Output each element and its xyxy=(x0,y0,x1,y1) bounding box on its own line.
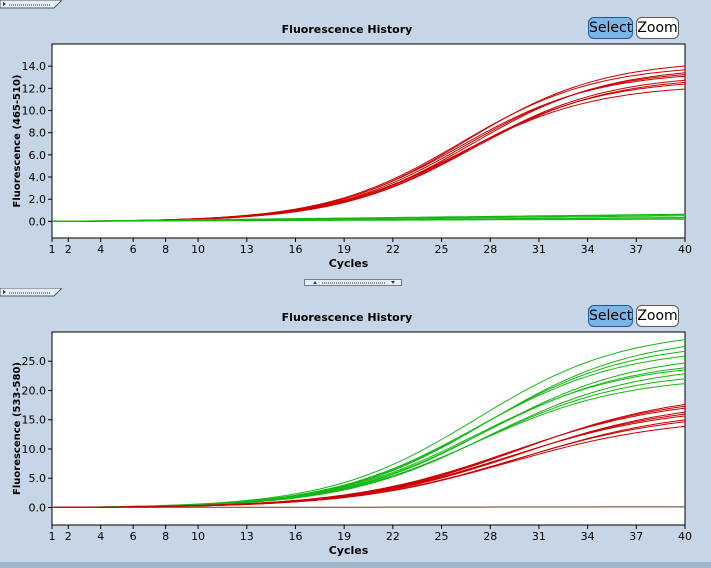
y-tick-label: 20.0 xyxy=(22,384,47,397)
y-tick-label: 8.0 xyxy=(29,127,47,140)
y-tick-label: 0.0 xyxy=(29,501,47,514)
x-tick-label: 13 xyxy=(240,530,254,543)
x-tick-label: 19 xyxy=(337,243,351,256)
x-tick-label: 31 xyxy=(532,243,546,256)
status-bar xyxy=(0,562,711,568)
series-line xyxy=(52,213,685,222)
x-tick-label: 40 xyxy=(678,243,692,256)
x-tick-label: 37 xyxy=(629,243,643,256)
x-tick-label: 6 xyxy=(130,530,137,543)
x-axis-label: Cycles xyxy=(329,257,369,270)
series-group xyxy=(52,339,685,508)
plot-area xyxy=(51,43,686,239)
pane-collapse-tab[interactable] xyxy=(0,0,62,9)
x-tick-label: 10 xyxy=(191,530,205,543)
x-tick-label: 2 xyxy=(65,530,72,543)
series-line xyxy=(52,506,685,508)
chart-pane-bottom: Fluorescence History Select Zoom 1 2 4 6 8 10… xyxy=(0,288,709,562)
y-tick-label: 10.0 xyxy=(22,105,47,118)
x-tick-label: 22 xyxy=(386,243,400,256)
fluorescence-chart-465-510[interactable]: 1 2 4 6 8 10 13 16 19 22 25 28 31 34 37 40 0.0 2.0 4.0 6.0 8… xyxy=(0,0,709,282)
y-axis-label: Fluorescence (533-580) xyxy=(12,362,23,495)
select-button[interactable]: Select xyxy=(588,305,633,327)
series-group xyxy=(52,65,685,222)
y-tick-label: 10.0 xyxy=(22,443,47,456)
chart-pane-top: Fluorescence History Select Zoom 1 2 4 6 8 10… xyxy=(0,0,709,282)
x-tick-label: 22 xyxy=(386,530,400,543)
y-tick-label: 15.0 xyxy=(22,414,47,427)
x-tick-label: 40 xyxy=(678,530,692,543)
x-tick-label: 10 xyxy=(191,243,205,256)
x-tick-label: 4 xyxy=(97,530,104,543)
x-tick-label: 25 xyxy=(435,530,449,543)
y-tick-label: 4.0 xyxy=(29,171,47,184)
fluorescence-chart-533-580[interactable]: 1 2 4 6 8 10 13 16 19 22 25 28 31 34 37 40 0.0 5.0 10.0 15.… xyxy=(0,288,709,562)
x-tick-label: 2 xyxy=(65,243,72,256)
x-tick-label: 16 xyxy=(288,530,302,543)
y-tick-label: 0.0 xyxy=(29,215,47,228)
zoom-button[interactable]: Zoom xyxy=(636,17,679,39)
y-tick-label: 25.0 xyxy=(22,355,47,368)
series-line xyxy=(52,339,685,508)
x-tick-label: 25 xyxy=(435,243,449,256)
x-tick-label: 8 xyxy=(162,530,169,543)
zoom-button[interactable]: Zoom xyxy=(636,305,679,327)
x-axis-label: Cycles xyxy=(329,544,369,557)
chart-title: Fluorescence History xyxy=(281,311,413,324)
x-tick-label: 8 xyxy=(162,243,169,256)
x-tick-label: 16 xyxy=(288,243,302,256)
x-tick-label: 1 xyxy=(49,530,56,543)
x-tick-label: 34 xyxy=(581,243,595,256)
pane-splitter[interactable] xyxy=(304,279,402,286)
y-tick-label: 6.0 xyxy=(29,149,47,162)
chart-title: Fluorescence History xyxy=(281,23,413,36)
series-line xyxy=(52,403,685,508)
x-tick-label: 6 xyxy=(130,243,137,256)
x-tick-label: 37 xyxy=(629,530,643,543)
pane-collapse-tab[interactable] xyxy=(0,288,62,297)
x-tick-label: 28 xyxy=(483,243,497,256)
x-tick-label: 34 xyxy=(581,530,595,543)
x-tick-label: 13 xyxy=(240,243,254,256)
y-tick-label: 14.0 xyxy=(22,60,47,73)
x-tick-label: 31 xyxy=(532,530,546,543)
select-button[interactable]: Select xyxy=(588,17,633,39)
x-tick-label: 4 xyxy=(97,243,104,256)
x-tick-label: 19 xyxy=(337,530,351,543)
y-tick-label: 5.0 xyxy=(29,472,47,485)
y-tick-label: 12.0 xyxy=(22,82,47,95)
y-axis-label: Fluorescence (465-510) xyxy=(12,75,23,208)
x-tick-label: 1 xyxy=(49,243,56,256)
y-tick-label: 2.0 xyxy=(29,193,47,206)
x-tick-label: 28 xyxy=(483,530,497,543)
